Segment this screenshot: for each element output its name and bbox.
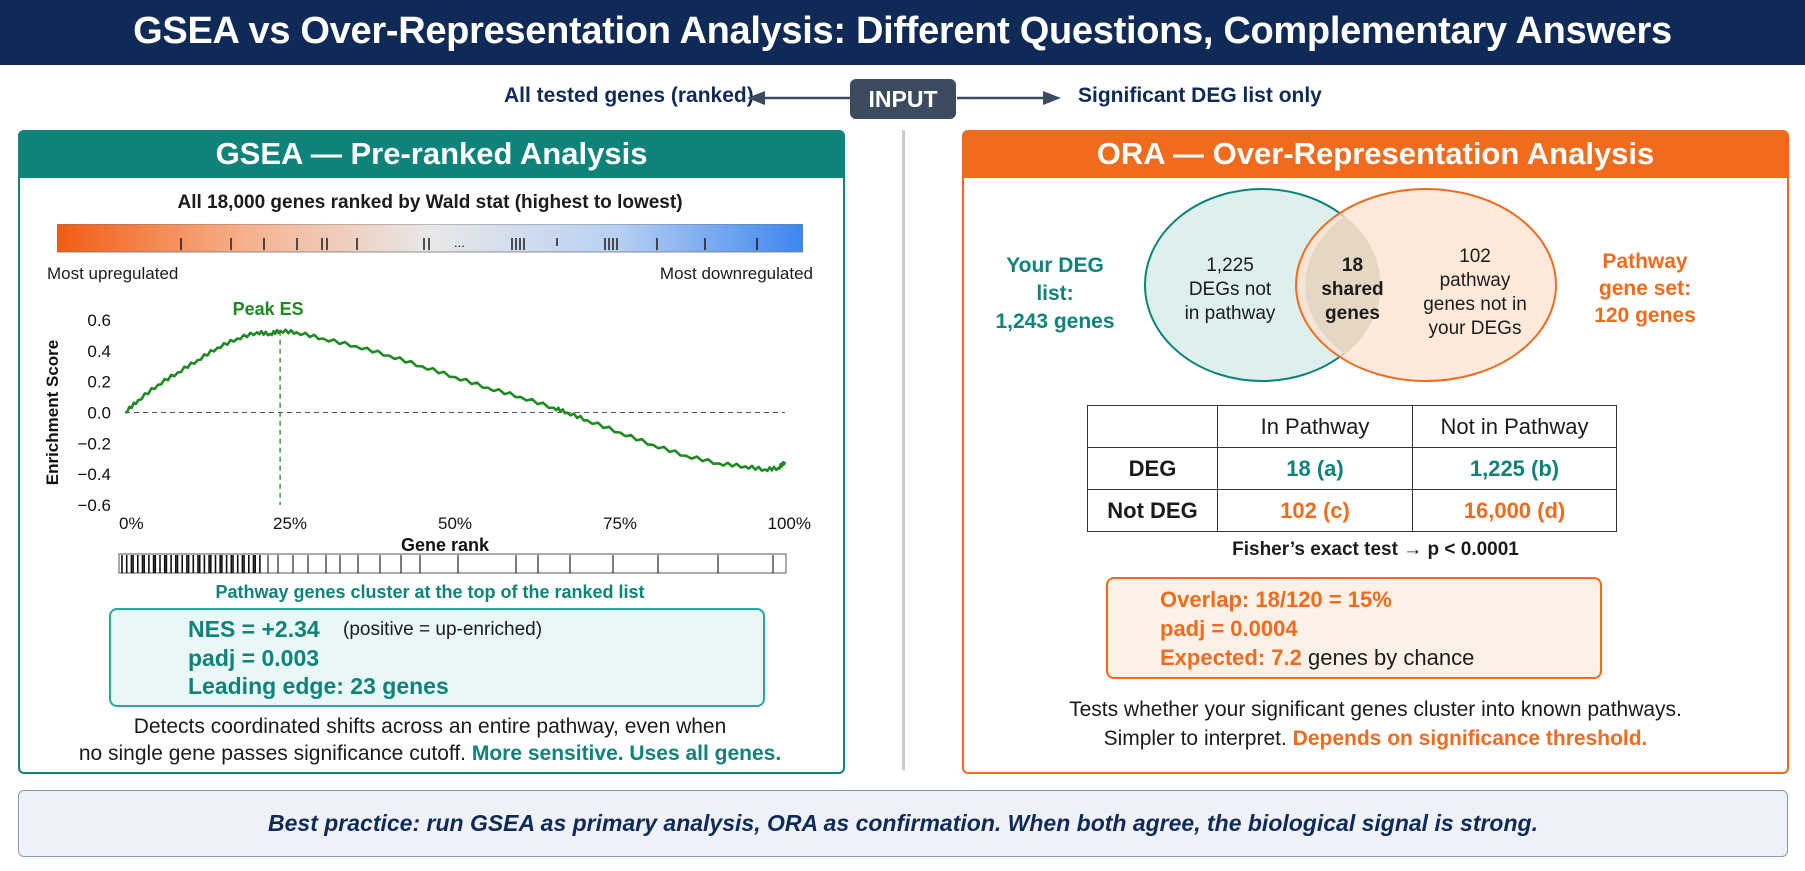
- gsea-desc-plain: no single gene passes significance cutof…: [78, 742, 467, 765]
- most-down-label: Most downregulated: [659, 264, 813, 283]
- nes-note: (positive = up-enriched): [343, 619, 543, 640]
- x-tick-label: 100%: [768, 514, 811, 533]
- cell-a: 18 (a): [1217, 447, 1413, 490]
- input-arrows: [747, 91, 1061, 105]
- arrow-right-icon: [1043, 91, 1061, 105]
- cell-b: 1,225 (b): [1412, 447, 1617, 490]
- deg-list-label: Your DEG list: 1,243 genes: [995, 254, 1115, 333]
- y-tick-label: 0.6: [87, 311, 111, 330]
- ora-header: ORA — Over-Representation Analysis: [962, 130, 1789, 178]
- pathway-set-label: Pathway gene set: 120 genes: [1594, 250, 1696, 327]
- footer-text: Best practice: run GSEA as primary analy…: [268, 810, 1538, 836]
- gsea-padj: padj = 0.003: [188, 645, 320, 671]
- table-row: In Pathway Not in Pathway: [1087, 405, 1617, 448]
- arrow-left-icon: [747, 91, 765, 105]
- ora-stats-box: Overlap: 18/120 = 15% padj = 0.0004 Expe…: [1106, 577, 1602, 679]
- page-title: GSEA vs Over-Representation Analysis: Di…: [133, 10, 1672, 52]
- ora-desc-line2: Simpler to interpret. Depends on signifi…: [962, 727, 1789, 751]
- input-right-label: Significant DEG list only: [1078, 84, 1322, 107]
- table-row: Not DEG 102 (c) 16,000 (d): [1087, 489, 1617, 532]
- table-row-deg: DEG: [1087, 447, 1218, 490]
- gsea-desc-line2: no single gene passes significance cutof…: [0, 742, 860, 766]
- x-tick-label: 75%: [603, 514, 637, 533]
- gsea-desc-highlight: More sensitive. Uses all genes.: [471, 742, 782, 765]
- table-row-not-deg: Not DEG: [1087, 489, 1218, 532]
- x-tick-label: 50%: [438, 514, 472, 533]
- y-tick-label: 0.2: [87, 373, 111, 392]
- gsea-stats-box: NES = +2.34 (positive = up-enriched) pad…: [109, 608, 765, 707]
- y-tick-label: 0.0: [87, 404, 111, 423]
- table-row: DEG 18 (a) 1,225 (b): [1087, 447, 1617, 490]
- best-practice-footer: Best practice: run GSEA as primary analy…: [18, 790, 1788, 857]
- pathway-barcode: [118, 553, 787, 574]
- table-cell-empty: [1087, 405, 1218, 448]
- gsea-header: GSEA — Pre-ranked Analysis: [18, 130, 845, 178]
- venn-right-text: 102 pathway genes not in your DEGs: [1423, 246, 1527, 339]
- nes-value: NES = +2.34: [188, 616, 320, 642]
- venn-mid-text: 18 shared genes: [1321, 255, 1384, 324]
- venn-overlap: [1305, 216, 1381, 354]
- gsea-desc-line1: Detects coordinated shifts across an ent…: [133, 715, 727, 738]
- venn-diagram: [1144, 188, 1557, 382]
- y-tick-label: −0.2: [77, 434, 111, 453]
- ora-desc-highlight: Depends on significance threshold.: [1292, 727, 1648, 750]
- barcode-caption: Pathway genes cluster at the top of the …: [215, 582, 645, 602]
- expected-value: Expected: 7.2: [1160, 645, 1302, 670]
- fisher-test: Fisher’s exact test → p < 0.0001: [1232, 539, 1519, 560]
- cell-d: 16,000 (d): [1412, 489, 1617, 532]
- expected-note: genes by chance: [1307, 645, 1475, 670]
- table-header-not-in-pathway: Not in Pathway: [1412, 405, 1617, 448]
- leading-edge: Leading edge: 23 genes: [188, 673, 449, 699]
- y-axis-label: Enrichment Score: [43, 340, 62, 486]
- peak-es-label: Peak ES: [233, 299, 304, 319]
- x-axis-label: Gene rank: [401, 535, 490, 552]
- ranked-gradient-bar: ...: [57, 224, 803, 253]
- ora-padj: padj = 0.0004: [1160, 616, 1298, 641]
- title-banner: GSEA vs Over-Representation Analysis: Di…: [0, 0, 1805, 65]
- most-up-label: Most upregulated: [47, 264, 179, 283]
- x-tick-label: 0%: [119, 514, 144, 533]
- enrichment-score-chart: 0.60.40.20.0−0.2−0.4−0.60% 25% 50% 75% 100% …: [43, 299, 811, 552]
- x-tick-label: 25%: [273, 514, 307, 533]
- y-tick-label: 0.4: [87, 342, 111, 361]
- panel-divider: [902, 130, 905, 770]
- contingency-table: In Pathway Not in Pathway DEG 18 (a) 1,2…: [1087, 405, 1617, 532]
- overlap-value: Overlap: 18/120 = 15%: [1160, 587, 1392, 612]
- table-header-in-pathway: In Pathway: [1217, 405, 1413, 448]
- bar-ellipsis: ...: [454, 235, 465, 250]
- y-tick-label: −0.4: [77, 465, 111, 484]
- input-badge: INPUT: [850, 79, 956, 119]
- ranked-caption: All 18,000 genes ranked by Wald stat (hi…: [177, 192, 683, 213]
- es-curve: [124, 328, 787, 473]
- expected-line: Expected: 7.2 genes by chance: [1160, 645, 1474, 671]
- ora-desc-line1: Tests whether your significant genes clu…: [1069, 698, 1682, 721]
- cell-c: 102 (c): [1217, 489, 1413, 532]
- input-left-label: All tested genes (ranked): [504, 84, 754, 107]
- y-tick-label: −0.6: [77, 496, 111, 515]
- ora-desc-plain: Simpler to interpret.: [1103, 727, 1287, 750]
- venn-left-text: 1,225 DEGs not in pathway: [1184, 255, 1276, 324]
